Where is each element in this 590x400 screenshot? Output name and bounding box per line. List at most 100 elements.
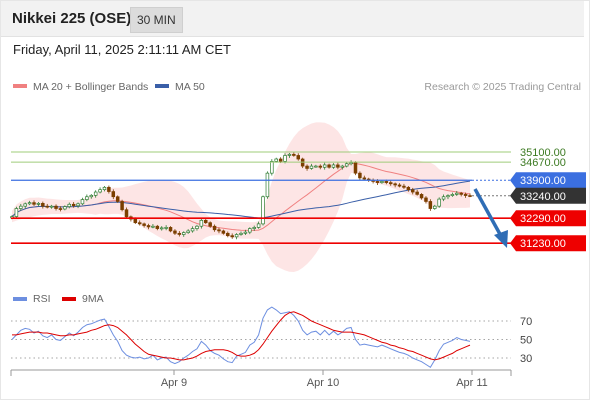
candle [58, 206, 63, 212]
interval-button[interactable]: 30 MIN [130, 7, 183, 33]
candle [296, 153, 301, 161]
candle [155, 224, 160, 231]
level-support: 31230.00 [11, 235, 586, 252]
candle-body [111, 191, 116, 198]
level-resistance: 34670.00 [11, 157, 566, 169]
candle [195, 224, 199, 231]
candle-body [168, 227, 173, 232]
candle-body [358, 172, 362, 179]
candle-body [309, 165, 314, 169]
candle-body [98, 189, 102, 193]
candle-body [459, 192, 463, 195]
candle-body [93, 191, 98, 196]
rsi-legend-label: RSI [33, 293, 51, 305]
candle-body [353, 162, 358, 174]
candle [411, 187, 415, 195]
candle [54, 204, 58, 211]
level-tag [510, 172, 586, 189]
x-tick-apr9: Apr 9 [161, 370, 187, 389]
candle-body [265, 172, 270, 198]
candle [402, 183, 406, 189]
candle-body [137, 222, 142, 225]
ma50-legend-label: MA 50 [175, 81, 205, 93]
candle-body [388, 182, 393, 185]
candle [208, 221, 212, 228]
candle-body [159, 227, 164, 230]
candle [23, 202, 27, 209]
candle [305, 164, 309, 171]
ma50-line [11, 180, 471, 219]
candle-body [327, 164, 331, 168]
candle-body [344, 163, 349, 167]
candle [327, 163, 331, 169]
candle [19, 203, 23, 211]
candle [49, 204, 54, 209]
rsi-tick-label: 30 [520, 353, 532, 365]
candle [199, 218, 204, 229]
candle-body [67, 203, 71, 208]
x-tick-apr10: Apr 10 [307, 370, 339, 389]
x-tick-label: Apr 10 [307, 377, 339, 389]
candle-body [349, 162, 353, 165]
rsi-ma-line [12, 311, 471, 361]
candle [89, 194, 94, 199]
candle [111, 189, 116, 200]
candle [221, 229, 226, 235]
candle-body [468, 195, 472, 197]
rsi-line [11, 306, 471, 368]
candle [459, 191, 463, 197]
rsi-ma-legend-label: 9MA [82, 293, 104, 305]
candle [32, 200, 36, 206]
candle-body [239, 232, 243, 235]
candle [406, 186, 411, 192]
candle-body [102, 186, 107, 191]
candle-body [124, 209, 129, 218]
candle-body [63, 206, 67, 210]
candle-body [173, 230, 177, 234]
candle-body [19, 205, 23, 209]
level-tag [510, 210, 586, 227]
candle-body [115, 196, 120, 202]
candle [36, 202, 41, 207]
candle-body [41, 202, 45, 207]
candle [41, 201, 45, 209]
candle [322, 162, 327, 170]
candle-body [336, 164, 340, 168]
level-tag [510, 235, 586, 252]
candle-body [58, 208, 63, 210]
candle-body [155, 225, 160, 229]
ma50-legend-swatch [155, 84, 169, 88]
candle-body [450, 194, 455, 196]
ma20-legend-label: MA 20 + Bollinger Bands [33, 81, 148, 93]
candle-body [45, 205, 49, 208]
candle [252, 225, 256, 231]
candle-body [217, 229, 221, 232]
candle-body [441, 196, 446, 200]
candle-body [177, 232, 182, 235]
candle-body [23, 203, 27, 207]
candle-body [71, 203, 76, 207]
candle-body [402, 185, 406, 188]
candle-body [120, 201, 124, 211]
candle-body [27, 202, 32, 205]
rsi-gridline-30: 30 [11, 353, 532, 365]
candle [265, 171, 270, 199]
candle-body [406, 186, 411, 191]
candle [446, 194, 450, 200]
candle [204, 218, 208, 224]
candle-body [76, 203, 80, 207]
candle-body [380, 181, 384, 183]
candle-body [190, 228, 195, 232]
candle [428, 199, 433, 211]
candle-body [375, 181, 380, 183]
candle-body [248, 228, 252, 233]
candle [336, 162, 340, 170]
candle [463, 192, 468, 198]
candle [120, 199, 124, 212]
chart-header: Nikkei 225 (OSE) 30 MIN [0, 0, 584, 37]
candle [159, 226, 164, 231]
price-plot [10, 122, 472, 273]
candle-body [221, 230, 226, 234]
candle-body [455, 192, 459, 195]
candle-body [261, 196, 265, 225]
